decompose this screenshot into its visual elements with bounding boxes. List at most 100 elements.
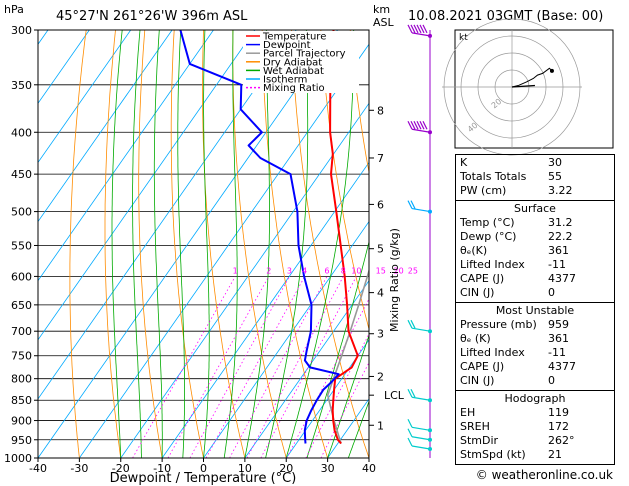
height-tick-label: 2 — [377, 370, 384, 383]
temperature-tick-label: 0 — [200, 462, 207, 475]
legend-label: Dry Adiabat — [263, 57, 322, 68]
x-axis-title: Dewpoint / Temperature (°C) — [110, 471, 297, 486]
section-title: Surface — [514, 202, 556, 215]
mixing-ratio-axis-title: Mixing Ratio (g/kg) — [388, 228, 401, 332]
index-label: Totals Totals — [460, 170, 527, 183]
mixing-ratio-line — [167, 276, 270, 458]
wind-barb-flag — [419, 120, 425, 130]
mixing-ratio-label: 10 — [351, 266, 361, 275]
isotherm-line — [38, 30, 214, 282]
wind-barb-shaft — [411, 445, 431, 450]
index-row: Temp (°C) 31.2 — [456, 216, 614, 230]
storm-motion-arrow — [511, 84, 535, 88]
temperature-tick-label: -20 — [112, 462, 130, 475]
wind-barb-shaft — [411, 426, 431, 431]
index-label: EH — [460, 406, 476, 419]
legend-label: Parcel Trajectory — [263, 49, 346, 60]
temperature-tick-label: 10 — [238, 462, 252, 475]
wind-barb-flag — [410, 388, 416, 398]
index-row: EH 119 — [456, 406, 614, 420]
parcel-trajectory-line — [326, 267, 369, 444]
isotherm-line — [120, 102, 369, 458]
wet-adiabat-line — [111, 30, 123, 458]
wind-barb-flag — [407, 419, 413, 428]
height-tick-label: 6 — [377, 198, 384, 211]
wind-barb-shaft — [411, 32, 431, 37]
index-row: CAPE (J) 4377 — [456, 272, 614, 286]
isotherm-line — [0, 30, 7, 458]
wet-adiabat-line — [347, 400, 369, 458]
temperature-line — [329, 30, 359, 445]
pressure-tick-label: 1000 — [4, 452, 32, 465]
index-row: StmSpd (kt) 21 — [456, 448, 614, 462]
index-row: PW (cm) 3.22 — [456, 184, 614, 198]
wind-barb-dot — [428, 446, 432, 451]
index-label: K — [460, 156, 468, 169]
wind-barb-shaft — [411, 128, 431, 133]
isotherm-line — [38, 30, 338, 458]
index-row: StmDir 262° — [456, 434, 614, 448]
wet-adiabat-line — [244, 30, 270, 458]
height-tick-label: 3 — [377, 328, 384, 341]
isotherm-line — [161, 161, 369, 458]
index-row: Lifted Index -11 — [456, 346, 614, 360]
index-row: Totals Totals 55 — [456, 170, 614, 184]
index-label: StmDir — [460, 434, 499, 447]
height-tick-label: 7 — [377, 152, 384, 165]
wind-barb-flag — [422, 120, 428, 130]
hodograph-frame — [454, 29, 614, 149]
index-value: 22.2 — [548, 230, 573, 243]
dry-adiabat-line — [291, 30, 369, 458]
wind-barb — [407, 24, 432, 38]
dry-adiabat-line — [104, 30, 122, 458]
legend-label: Isotherm — [263, 75, 307, 86]
pressure-tick-label: 650 — [11, 299, 32, 312]
wind-barb-flag — [413, 120, 419, 130]
lcl-label: LCL — [384, 389, 405, 402]
index-value: 172 — [548, 420, 569, 433]
mixing-ratio-label: 4 — [302, 266, 307, 275]
isotherm-line — [38, 30, 132, 164]
isotherm-line — [203, 220, 369, 458]
wind-barb-flag — [410, 319, 416, 329]
wind-barb — [407, 319, 432, 334]
hodograph-trace — [511, 67, 553, 88]
section-title: Hodograph — [504, 392, 566, 405]
mixing-ratio-label: 3 — [287, 266, 292, 275]
wind-barb-flag — [407, 200, 413, 209]
index-value: 959 — [548, 318, 569, 331]
index-label: CAPE (J) — [460, 360, 505, 373]
index-row: θₑ(K) 361 — [456, 244, 614, 258]
temperature-tick-label: -30 — [70, 462, 88, 475]
mixing-ratio-line — [320, 361, 369, 458]
dry-adiabat-line — [170, 30, 204, 458]
pressure-tick-label: 550 — [11, 239, 32, 252]
wind-barb-dot — [428, 398, 432, 403]
mixing-ratio-line — [205, 276, 306, 458]
wind-barb-flag — [410, 120, 416, 130]
wet-adiabat-line — [223, 30, 238, 458]
mixing-ratio-label: 6 — [324, 266, 329, 275]
wind-barb — [407, 120, 432, 135]
wind-barb-flag — [419, 24, 425, 34]
copyright-footer: © weatheronline.co.uk — [475, 468, 613, 482]
temperature-tick-label: 20 — [279, 462, 293, 475]
legend-label: Dewpoint — [263, 40, 311, 51]
basic-indices-section: K 30 Totals Totals 55 PW (cm) 3.22 — [456, 155, 614, 201]
dewpoint-line — [179, 30, 340, 444]
wind-barb-shaft — [411, 327, 431, 332]
wind-barb-dot — [428, 329, 432, 334]
wind-barb-flag — [413, 24, 419, 34]
index-label: StmSpd (kt) — [460, 448, 526, 461]
hodograph-endpoint — [549, 68, 554, 73]
hodograph-indices-section: Hodograph EH 119 SREH 172 StmDir 262° StmSpd (k… — [456, 391, 614, 464]
index-label: SREH — [460, 420, 490, 433]
index-label: CIN (J) — [460, 374, 495, 387]
index-row: Dewp (°C) 22.2 — [456, 230, 614, 244]
wet-adiabat-line — [177, 30, 185, 458]
legend-label: Temperature — [262, 32, 326, 43]
isotherm-line — [38, 30, 90, 105]
index-value: -11 — [548, 346, 566, 359]
dry-adiabat-line — [232, 30, 287, 458]
